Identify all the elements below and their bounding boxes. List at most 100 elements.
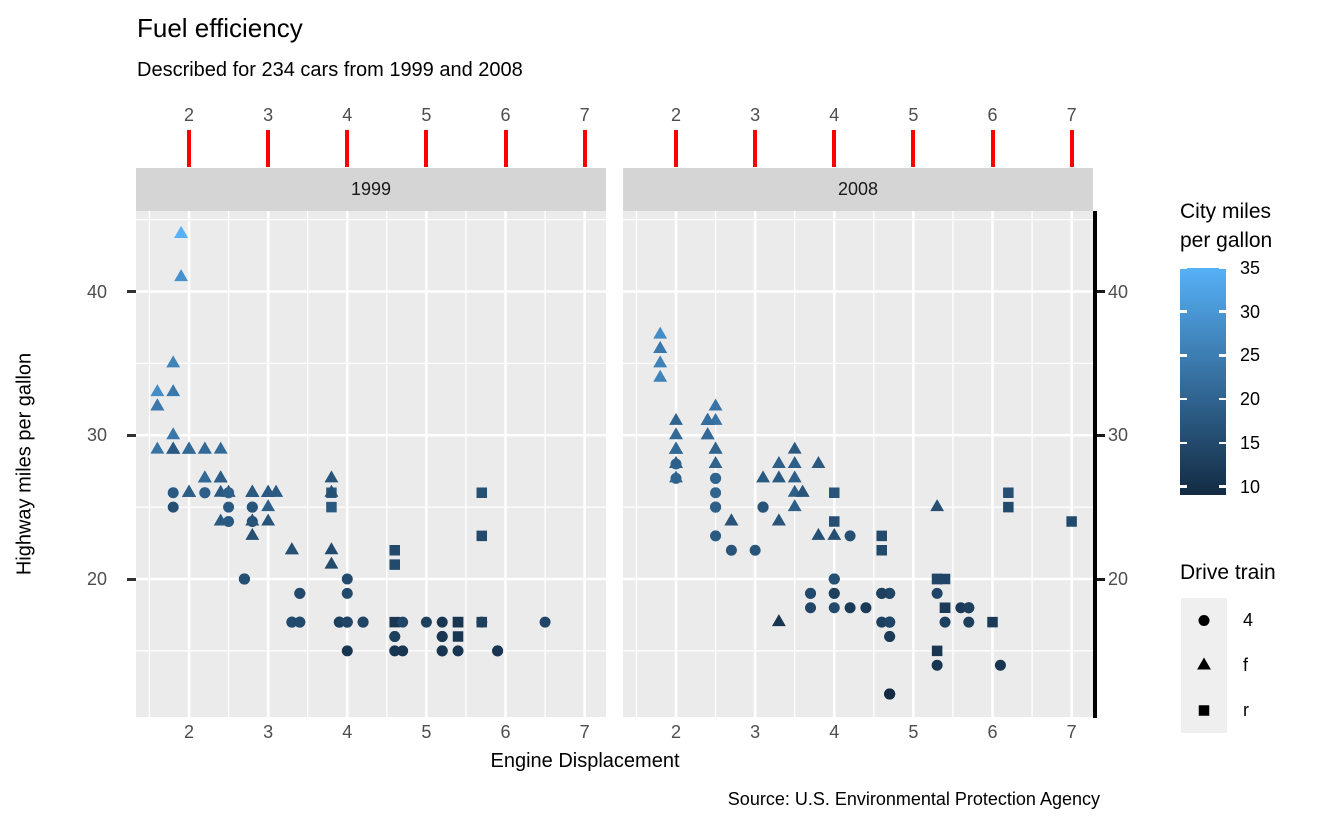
circle-icon [1198, 615, 1210, 626]
data-point [771, 513, 786, 526]
data-point [182, 441, 196, 454]
data-point [844, 602, 856, 614]
facet-strip-2008: 2008 [623, 168, 1093, 211]
data-point [150, 441, 165, 454]
data-point [389, 616, 400, 628]
shape-legend-key [1181, 688, 1227, 733]
data-point [223, 501, 235, 513]
data-point [884, 631, 896, 642]
top-axis-tick-label: 7 [579, 105, 590, 125]
data-point [930, 499, 945, 512]
colorbar-tick-left [1180, 310, 1187, 313]
data-point [787, 470, 802, 483]
data-point [963, 616, 975, 628]
data-point [829, 487, 840, 498]
top-axis-tick-label: 6 [987, 105, 998, 125]
top-axis-tick-label: 3 [750, 105, 761, 125]
right-axis-tick-mark [1096, 290, 1105, 293]
data-point [669, 441, 683, 454]
gridlines [136, 211, 606, 717]
right-axis-tick-label: 30 [1108, 425, 1129, 446]
data-point [284, 542, 299, 555]
colorbar-tick-label: 20 [1240, 389, 1261, 410]
data-point [341, 645, 353, 657]
data-point [452, 645, 464, 657]
colorbar-tick-label: 10 [1240, 476, 1261, 497]
data-point [166, 384, 181, 397]
y-axis-tick-label: 30 [86, 425, 107, 446]
x-axis-tick-label: 4 [342, 722, 353, 742]
data-point [294, 616, 306, 628]
top-axis-red-tick [990, 130, 995, 167]
colorbar-tick-right [1219, 354, 1226, 357]
x-axis-tick-label: 2 [183, 722, 194, 742]
panel-2008 [623, 211, 1093, 717]
data-point [963, 602, 975, 614]
x-axis-tick-label: 6 [987, 722, 998, 742]
data-point [261, 484, 276, 497]
data-point [539, 616, 551, 628]
data-point [860, 602, 872, 614]
data-point [725, 544, 737, 556]
caption: Source: U.S. Environmental Protection Ag… [727, 789, 1100, 809]
colorbar-tick-left [1180, 354, 1187, 357]
data-point [884, 688, 896, 700]
data-point [341, 573, 353, 585]
color-legend-gradient-bar [1180, 268, 1226, 495]
data-point [389, 559, 400, 570]
colorbar-tick-right [1219, 310, 1226, 313]
square-icon [1198, 705, 1210, 716]
data-point [182, 484, 196, 497]
colorbar-tick-left [1180, 441, 1187, 445]
data-point [653, 326, 668, 339]
data-point [246, 501, 258, 513]
data-point [333, 616, 345, 628]
colorbar-tick-right [1219, 441, 1226, 445]
top-axis-tick-label: 2 [670, 105, 681, 125]
y-axis-tick-label: 20 [86, 569, 107, 589]
y-axis-tick-mark [127, 290, 136, 293]
data-point [787, 456, 802, 468]
data-point [700, 427, 715, 440]
top-axis-tick-label: 7 [1066, 105, 1077, 125]
top-axis-tick-label: 5 [421, 105, 432, 125]
data-point [710, 487, 722, 499]
data-point [245, 527, 260, 540]
colorbar-tick-label: 15 [1240, 432, 1261, 453]
data-point [341, 616, 353, 628]
data-point [994, 659, 1006, 671]
shape-legend-title: Drive train [1180, 561, 1276, 584]
colorbar-tick-right [1219, 485, 1226, 488]
colorbar-tick-right [1219, 266, 1226, 270]
data-point [436, 616, 448, 628]
top-axis-tick-label: 6 [500, 105, 511, 125]
data-point [931, 659, 943, 671]
data-point [653, 355, 668, 368]
colorbar-tick-left [1180, 266, 1187, 270]
data-point [213, 470, 228, 483]
x-axis-tick-label: 6 [500, 722, 511, 742]
panel-1999 [136, 211, 606, 717]
top-axis-tick-label: 4 [829, 105, 840, 125]
top-axis-red-tick [1069, 130, 1074, 167]
data-point [669, 470, 683, 483]
data-point [452, 616, 464, 628]
y-axis-tick-mark [127, 433, 136, 437]
data-point [828, 602, 840, 614]
colorbar-tick-right [1219, 397, 1226, 401]
plot-subtitle: Described for 234 cars from 1999 and 200… [137, 59, 523, 81]
data-point [771, 614, 786, 627]
x-axis-tick-label: 7 [579, 722, 590, 742]
shape-legend-key [1181, 598, 1227, 643]
data-point [708, 456, 723, 468]
facet-strip-label: 1999 [350, 179, 392, 199]
points [653, 326, 1077, 700]
data-point [174, 226, 189, 238]
data-point [884, 587, 896, 599]
data-point [828, 573, 840, 585]
data-point [324, 556, 339, 569]
data-point [931, 645, 943, 657]
data-point [199, 487, 211, 499]
x-axis-tick-label: 3 [263, 722, 274, 742]
